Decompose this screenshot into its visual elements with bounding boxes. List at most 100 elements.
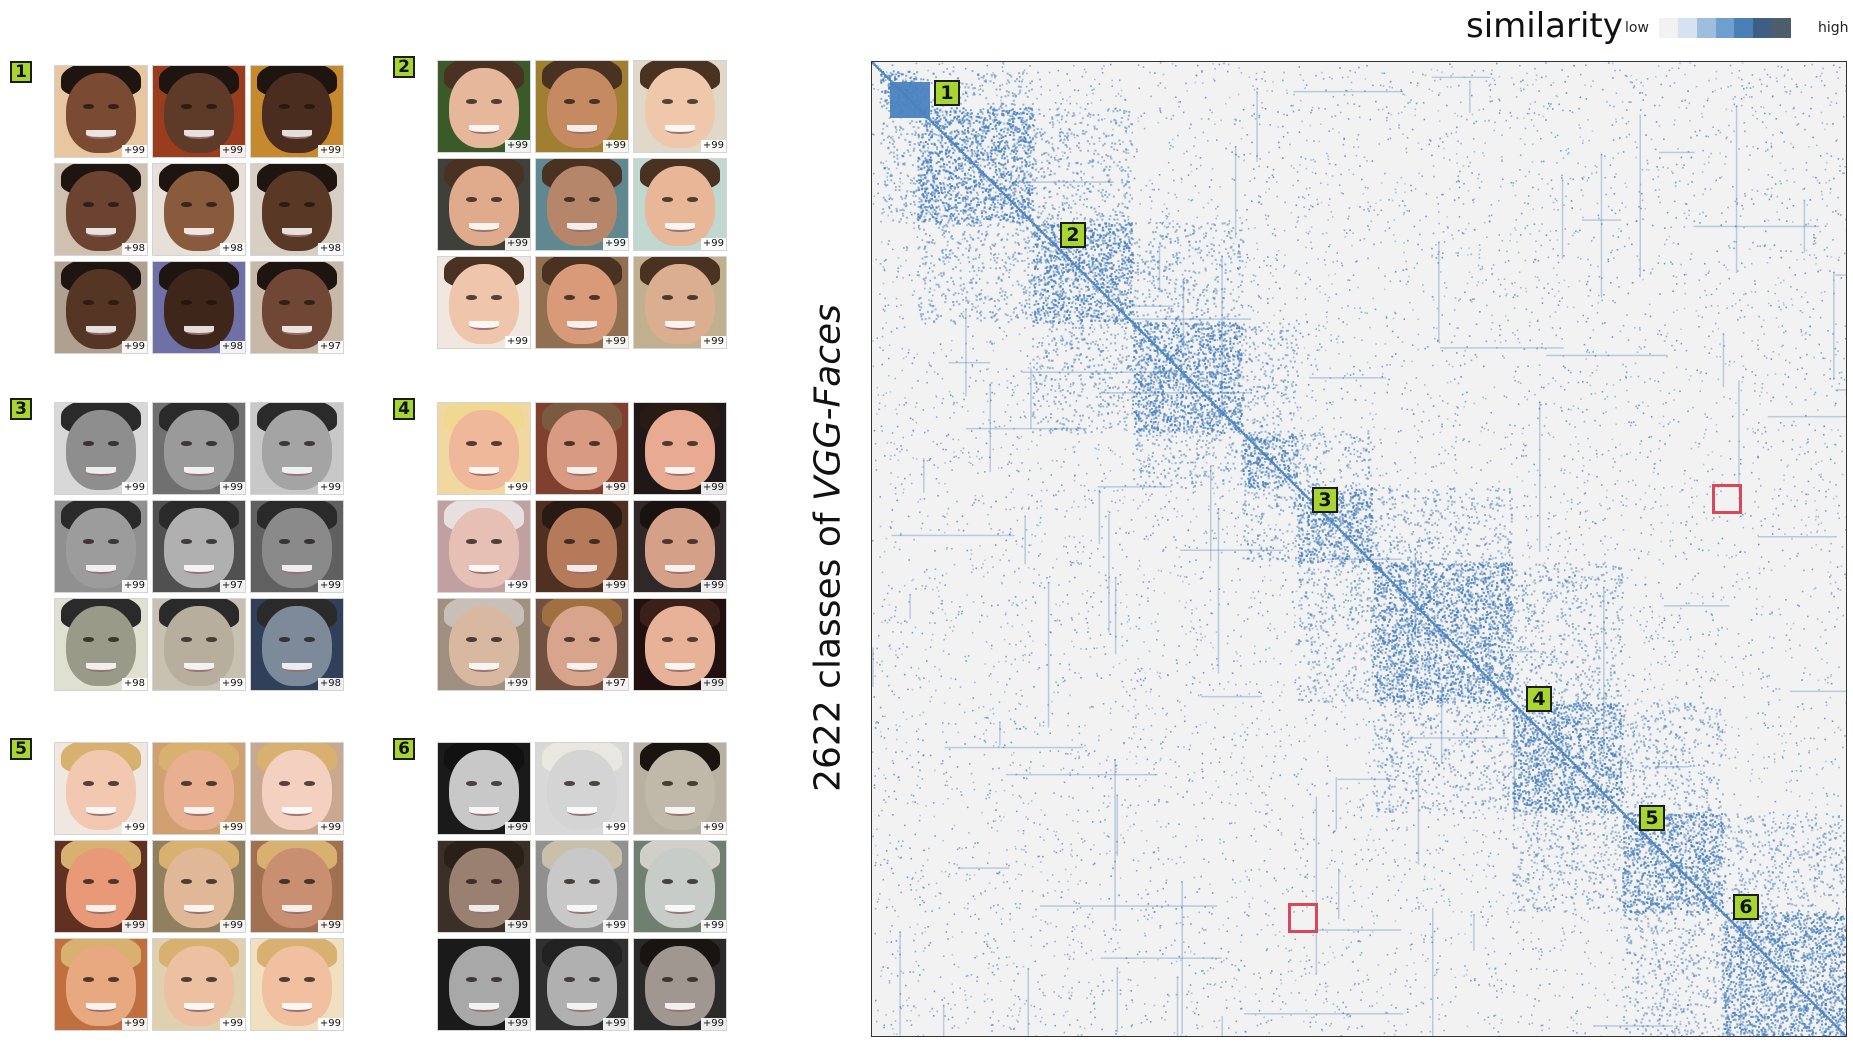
legend-swatch-6 — [1753, 18, 1772, 38]
similarity-score: +99 — [505, 580, 530, 592]
legend-title: similarity — [1466, 6, 1623, 46]
face-thumbnail: +99 — [152, 840, 246, 933]
similarity-score: +99 — [220, 1018, 245, 1030]
matrix-marker-4: 4 — [1526, 686, 1552, 712]
legend-color-bar — [1659, 18, 1791, 38]
face-thumbnail: +98 — [152, 163, 246, 256]
similarity-score: +99 — [603, 238, 628, 250]
face-thumbnail: +99 — [152, 402, 246, 495]
face-thumbnail: +98 — [250, 163, 344, 256]
face-thumbnail: +99 — [250, 840, 344, 933]
group-badge-6: 6 — [393, 738, 415, 760]
similarity-score: +99 — [701, 482, 726, 494]
similarity-score: +99 — [220, 920, 245, 932]
similarity-score: +99 — [603, 580, 628, 592]
face-thumbnail: +99 — [54, 742, 148, 835]
similarity-score: +99 — [701, 140, 726, 152]
face-group-2: 2 +99 +99 +99 +99 +99 +99 +99 +99 +99 — [393, 56, 723, 356]
matrix-marker-2: 2 — [1060, 222, 1086, 248]
similarity-score: +98 — [318, 243, 343, 255]
face-group-6: 6 +99 +99 +99 +99 +99 +99 +99 +99 +99 — [393, 738, 723, 1038]
face-thumbnail: +98 — [54, 163, 148, 256]
similarity-score: +99 — [122, 822, 147, 834]
matrix-axis-label-dataset: VGG-Faces — [808, 304, 849, 501]
similarity-score: +99 — [505, 822, 530, 834]
similarity-score: +99 — [122, 920, 147, 932]
similarity-score: +99 — [220, 678, 245, 690]
face-thumbnail: +99 — [535, 256, 629, 349]
similarity-score: +99 — [701, 336, 726, 348]
similarity-score: +99 — [701, 678, 726, 690]
face-group-5: 5 +99 +99 +99 +99 +99 +99 +99 +99 +99 — [10, 738, 340, 1038]
face-thumbnail: +99 — [437, 938, 531, 1031]
legend-high-label: high — [1818, 20, 1849, 36]
matrix-highlight-region — [1712, 484, 1742, 514]
similarity-score: +99 — [318, 482, 343, 494]
similarity-matrix: 1 2 3 4 5 6 — [871, 61, 1847, 1037]
face-group-1: 1 +99 +99 +99 +98 +98 +98 +99 +98 +97 — [10, 61, 340, 361]
face-thumbnail: +98 — [152, 261, 246, 354]
face-thumbnail: +99 — [54, 65, 148, 158]
similarity-score: +99 — [122, 145, 147, 157]
face-thumbnail: +99 — [437, 158, 531, 251]
face-thumbnail: +99 — [535, 840, 629, 933]
similarity-score: +99 — [318, 145, 343, 157]
similarity-score: +99 — [603, 1018, 628, 1030]
matrix-highlight-region — [1288, 903, 1318, 933]
face-thumbnail: +99 — [633, 402, 727, 495]
face-thumbnail: +99 — [54, 938, 148, 1031]
face-thumbnail: +99 — [250, 938, 344, 1031]
similarity-score: +98 — [318, 678, 343, 690]
similarity-score: +99 — [122, 580, 147, 592]
face-thumbnail: +99 — [535, 742, 629, 835]
similarity-score: +99 — [505, 238, 530, 250]
similarity-score: +99 — [701, 580, 726, 592]
similarity-score: +99 — [505, 336, 530, 348]
face-thumbnail: +99 — [250, 65, 344, 158]
group-badge-5: 5 — [10, 738, 32, 760]
similarity-score: +99 — [701, 238, 726, 250]
similarity-score: +99 — [122, 482, 147, 494]
similarity-score: +97 — [603, 678, 628, 690]
matrix-marker-6: 6 — [1733, 894, 1759, 920]
face-thumbnail: +98 — [54, 598, 148, 691]
similarity-score: +99 — [318, 920, 343, 932]
similarity-score: +99 — [603, 920, 628, 932]
face-thumbnail: +99 — [633, 500, 727, 593]
matrix-marker-5: 5 — [1639, 805, 1665, 831]
similarity-score: +99 — [603, 482, 628, 494]
matrix-marker-3: 3 — [1312, 487, 1338, 513]
face-thumbnail: +99 — [633, 938, 727, 1031]
face-thumbnail: +99 — [437, 598, 531, 691]
face-thumbnail: +99 — [535, 158, 629, 251]
group-badge-4: 4 — [393, 398, 415, 420]
group-badge-3: 3 — [10, 398, 32, 420]
face-thumbnail: +99 — [437, 500, 531, 593]
legend-swatch-2 — [1678, 18, 1697, 38]
face-thumbnail: +99 — [54, 840, 148, 933]
legend-low-label: low — [1625, 20, 1649, 36]
legend-swatch-1 — [1659, 18, 1678, 38]
similarity-score: +97 — [318, 341, 343, 353]
similarity-score: +99 — [603, 336, 628, 348]
similarity-score: +99 — [603, 822, 628, 834]
face-thumbnail: +99 — [633, 598, 727, 691]
similarity-score: +99 — [701, 822, 726, 834]
similarity-score: +99 — [318, 580, 343, 592]
face-thumbnail: +99 — [250, 500, 344, 593]
similarity-score: +98 — [220, 243, 245, 255]
similarity-score: +99 — [701, 920, 726, 932]
face-thumbnail: +99 — [250, 402, 344, 495]
similarity-score: +99 — [505, 482, 530, 494]
similarity-score: +99 — [603, 140, 628, 152]
face-thumbnail: +99 — [152, 742, 246, 835]
face-thumbnail: +99 — [633, 840, 727, 933]
similarity-score: +99 — [505, 678, 530, 690]
face-thumbnail: +99 — [633, 158, 727, 251]
face-thumbnail: +99 — [535, 60, 629, 153]
face-thumbnail: +99 — [633, 60, 727, 153]
similarity-score: +99 — [220, 822, 245, 834]
face-thumbnail: +99 — [54, 402, 148, 495]
legend-swatch-7 — [1772, 18, 1791, 38]
matrix-axis-label-prefix: 2622 classes of — [808, 501, 849, 792]
